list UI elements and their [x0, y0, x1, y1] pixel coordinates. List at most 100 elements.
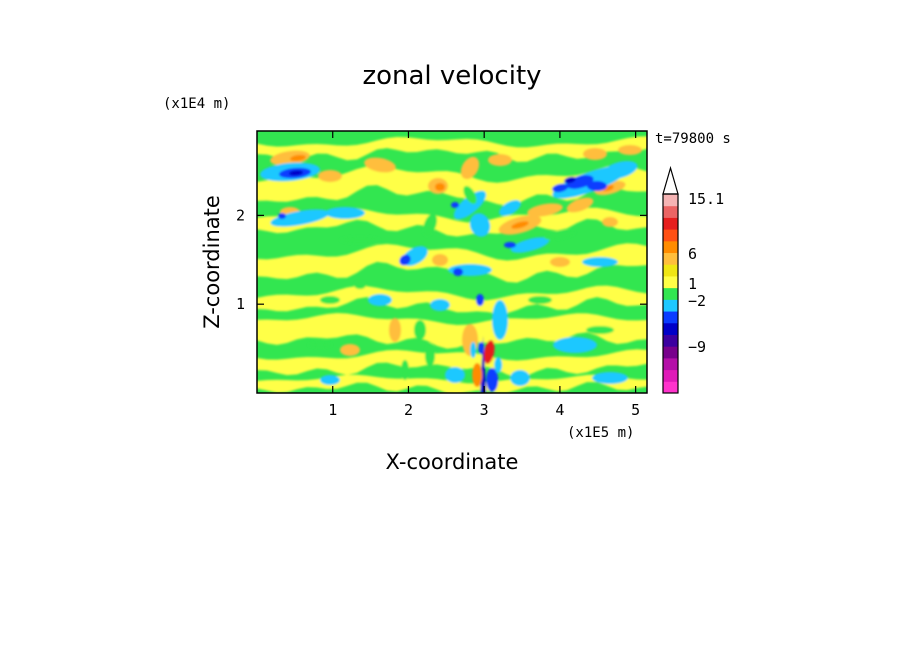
contour-region: [368, 294, 392, 306]
contour-region: [504, 242, 516, 248]
contour-region: [425, 343, 435, 367]
contour-plot: [257, 131, 647, 393]
contour-region: [340, 344, 360, 356]
contour-region: [566, 197, 594, 213]
colorbar-swatch: [663, 311, 678, 324]
colorbar-swatch: [663, 275, 678, 289]
contour-region: [602, 160, 638, 180]
contour-region: [476, 294, 484, 306]
contour-region: [486, 368, 499, 392]
x-tick-label: 2: [404, 401, 413, 419]
x-axis: 1 2 3 4 5: [328, 131, 640, 419]
y-unit-label: (x1E4 m): [163, 96, 230, 112]
contour-band: [257, 136, 647, 162]
contour-region: [494, 357, 503, 373]
colorbar-swatch: [663, 299, 678, 312]
contour-region: [389, 318, 401, 342]
colorbar-swatch: [663, 229, 678, 242]
contour-region: [470, 342, 477, 358]
colorbar-swatch: [663, 252, 678, 265]
colorbar-swatch: [663, 205, 678, 218]
colorbar-label: −2: [688, 292, 706, 310]
contour-region: [320, 296, 340, 304]
contour-region: [583, 148, 607, 160]
contour-region: [414, 320, 426, 340]
contour-region: [564, 176, 576, 184]
colorbar-swatch: [663, 357, 678, 371]
contour-region: [544, 230, 576, 240]
contour-region: [510, 370, 530, 386]
contour-region: [488, 154, 512, 166]
contour-region: [318, 170, 342, 182]
colorbar-label: −9: [688, 338, 706, 356]
colorbar: 15.1 6 1−2 −9: [662, 165, 724, 394]
contour-region: [586, 326, 614, 334]
contour-region: [618, 145, 642, 155]
contour-region: [469, 213, 491, 237]
y-axis: 12: [236, 206, 647, 313]
contour-region: [270, 209, 330, 227]
x-tick-label: 5: [631, 401, 640, 419]
contour-region: [432, 254, 448, 266]
contour-region: [582, 257, 618, 267]
colorbar-swatch: [663, 322, 678, 335]
y-axis-title: Z-coordinate: [200, 195, 224, 329]
contour-region: [527, 203, 563, 217]
contour-region: [478, 342, 485, 354]
contour-region: [499, 200, 521, 216]
contour-region: [325, 207, 365, 219]
contour-region: [354, 281, 366, 289]
contour-region: [453, 190, 487, 220]
x-axis-title: X-coordinate: [386, 450, 519, 474]
x-tick-label: 1: [328, 401, 337, 419]
contour-region: [552, 183, 568, 193]
contour-region: [492, 300, 508, 340]
contour-region: [270, 150, 310, 166]
colorbar-frame: [662, 193, 679, 394]
colorbar-swatch: [663, 194, 678, 207]
x-tick-label: 3: [480, 401, 489, 419]
contour-region: [472, 363, 483, 387]
colorbar-swatch: [663, 334, 678, 347]
contour-region: [511, 221, 529, 229]
colorbar-swatch: [663, 369, 678, 382]
colorbar-swatch: [663, 217, 678, 230]
contour-region: [308, 342, 332, 348]
contour-region: [430, 299, 450, 311]
contour-region: [463, 185, 477, 205]
contour-region: [399, 254, 411, 266]
contour-region: [602, 217, 618, 227]
plot-frame: [256, 130, 648, 394]
chart-title: zonal velocity: [362, 61, 541, 91]
x-unit-label: (x1E5 m): [567, 425, 634, 441]
contour-band: [257, 285, 647, 314]
contour-band: [257, 313, 647, 349]
contour-region: [435, 183, 445, 191]
contour-band: [257, 349, 647, 378]
colorbar-swatch: [663, 287, 678, 300]
contour-region: [528, 296, 552, 304]
colorbar-label: 6: [688, 245, 697, 263]
time-label: t=79800 s: [655, 131, 731, 147]
contour-region: [423, 213, 437, 237]
colorbar-swatch: [663, 381, 678, 394]
colorbar-swatch: [663, 264, 678, 277]
contour-region: [364, 157, 396, 173]
contour-region: [278, 213, 286, 219]
contour-region: [460, 156, 480, 180]
contour-region: [483, 340, 495, 364]
contour-region: [290, 154, 306, 162]
contour-region: [445, 367, 465, 383]
contour-region: [587, 181, 607, 191]
colorbar-extend-triangle: [662, 165, 679, 195]
y-tick-label: 2: [236, 206, 245, 224]
contour-region: [289, 170, 303, 176]
contour-region: [451, 202, 459, 208]
contour-region: [553, 337, 597, 353]
contour-band: [257, 243, 647, 283]
contour-band: [257, 165, 647, 206]
colorbar-swatch: [663, 346, 678, 359]
y-tick-label: 1: [236, 295, 245, 313]
